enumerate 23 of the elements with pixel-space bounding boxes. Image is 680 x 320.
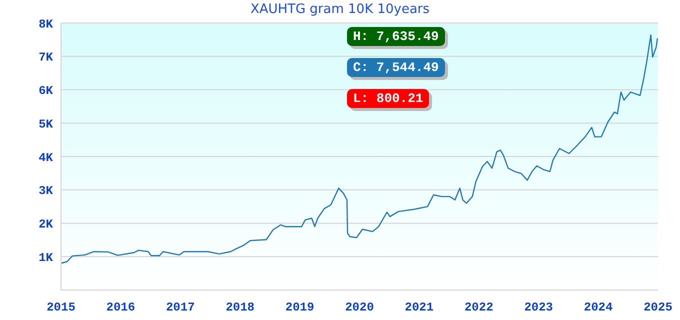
x-tick-label: 2025 — [644, 300, 672, 315]
x-tick-label: 2023 — [524, 300, 554, 315]
x-tick-label: 2015 — [46, 300, 76, 315]
y-tick-label: 2K — [38, 218, 54, 232]
x-tick-label: 2021 — [404, 300, 434, 315]
x-tick-label: 2018 — [226, 300, 255, 315]
y-tick-label: 7K — [38, 50, 54, 65]
annotation: C: 7,544.49 — [347, 58, 445, 77]
x-tick-label: 2022 — [464, 300, 494, 315]
x-tick-label: 2020 — [345, 300, 374, 315]
y-tick-label: 5K — [38, 117, 54, 132]
annotation: H: 7,635.49 — [347, 27, 445, 46]
x-tick-label: 2019 — [285, 300, 314, 315]
y-tick-label: 8K — [38, 17, 54, 32]
x-tick-label: 2017 — [166, 300, 195, 315]
chart-title: XAUHTG gram 10K 10years — [249, 2, 431, 17]
y-tick-label: 3K — [38, 184, 54, 198]
y-tick-label: 4K — [38, 150, 54, 165]
x-tick-label: 2016 — [106, 300, 136, 315]
y-tick-label: 1K — [38, 250, 54, 265]
x-tick-label: 2024 — [584, 300, 613, 315]
y-tick-label: 6K — [38, 84, 54, 98]
annotation: L: 800.21 — [347, 89, 430, 108]
